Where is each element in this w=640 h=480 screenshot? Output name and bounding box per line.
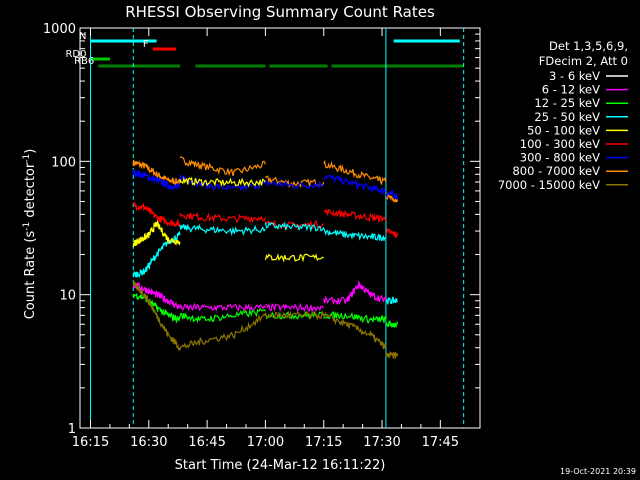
series-3-segment-3: [323, 208, 387, 223]
x-tick-label-3: 17:00: [247, 435, 284, 450]
series-5-segment-1: [264, 253, 324, 263]
legend-header-line2: FDecim 2, Att 0: [539, 54, 628, 68]
series-1-segment-0: [132, 169, 181, 191]
series-2-segment-0: [179, 176, 266, 188]
legend-label-2: 12 - 25 keV: [534, 96, 600, 110]
x-tick-label-1: 16:30: [130, 435, 167, 450]
legend-label-6: 300 - 800 keV: [520, 151, 600, 165]
plot-frame: [79, 27, 481, 429]
series-3-segment-4: [385, 228, 399, 239]
series-8-segment-2: [264, 310, 325, 321]
series-8-segment-0: [132, 280, 181, 352]
series-3-segment-1: [179, 211, 266, 224]
x-axis-label: Start Time (24-Mar-12 16:11:22): [175, 458, 386, 473]
series-8-segment-4: [385, 351, 399, 359]
series-8-segment-1: [179, 313, 266, 351]
series-group: [132, 156, 399, 404]
series-7-segment-0: [132, 293, 181, 324]
plot-border: [79, 27, 481, 429]
x-tick-label-0: 16:15: [72, 435, 109, 450]
series-8-segment-3: [323, 311, 387, 350]
y-axis-label-main: Count Rate (s: [23, 231, 38, 320]
series-7-segment-3: [323, 311, 387, 324]
series-1-segment-2: [265, 179, 325, 190]
series-4-segment-3: [323, 228, 387, 242]
series-6-segment-2: [265, 302, 325, 314]
legend-label-1: 6 - 12 keV: [542, 83, 600, 97]
y-tick-label-1: 10: [59, 289, 76, 304]
series-1-segment-4: [385, 189, 399, 201]
timestamp: 19-Oct-2021 20:39: [560, 467, 636, 476]
series-5-segment-0: [132, 220, 181, 248]
legend-label-5: 100 - 300 keV: [520, 137, 600, 151]
y-axis-label-mid: detector: [23, 162, 38, 222]
chart-title: RHESSI Observing Summary Count Rates: [125, 3, 435, 21]
series-7-segment-1: [179, 307, 266, 324]
legend-label-0: 3 - 6 keV: [549, 69, 600, 83]
series-4-segment-2: [264, 221, 325, 233]
legend-label-4: 50 - 100 keV: [527, 123, 600, 137]
series-6-segment-3: [323, 280, 387, 306]
legend-label-8: 7000 - 15000 keV: [498, 178, 600, 192]
legend-header-line1: Det 1,3,5,6,9,: [549, 39, 628, 53]
series-3-segment-0: [132, 200, 181, 227]
y-tick-label-3: 1000: [43, 22, 76, 37]
series-7-segment-4: [385, 320, 399, 329]
y-axis-ticks: 1 10 100 1000: [43, 22, 480, 437]
y-tick-label-0: 1: [68, 422, 76, 437]
x-tick-label-2: 16:45: [188, 435, 225, 450]
y-axis-label-sup2: -1: [22, 154, 32, 163]
flag-label-rd0: RD0: [65, 49, 86, 60]
flag-label-rb6: RB6: [74, 56, 94, 67]
series-1-segment-3: [323, 174, 387, 196]
x-axis-ticks: 16:15 16:30 16:45 17:00 17:15 17:30 17:45: [72, 28, 459, 450]
series-9-segment-0: [132, 371, 181, 404]
y-tick-label-2: 100: [51, 155, 76, 170]
series-4-segment-1: [179, 223, 266, 236]
x-tick-label-6: 17:45: [422, 435, 459, 450]
x-tick-label-5: 17:30: [363, 435, 400, 450]
series-4-segment-4: [385, 296, 399, 305]
x-tick-label-4: 17:15: [305, 435, 342, 450]
flag-label-f: F: [143, 39, 149, 50]
legend-label-3: 25 - 50 keV: [534, 110, 600, 124]
series-3-segment-2: [264, 219, 324, 230]
flag-label-n: N: [79, 31, 86, 42]
series-0-segment-3: [323, 159, 387, 186]
series-0-segment-1: [179, 156, 266, 177]
orbit-gap-markers: [89, 28, 465, 428]
y-axis-label-sup1: -1: [22, 222, 32, 231]
legend-label-7: 800 - 7000 keV: [512, 164, 600, 178]
y-axis-label: Count Rate (s-1 detector-1): [22, 149, 38, 320]
y-axis-label-end: ): [23, 149, 38, 154]
series-0-segment-0: [132, 159, 181, 186]
